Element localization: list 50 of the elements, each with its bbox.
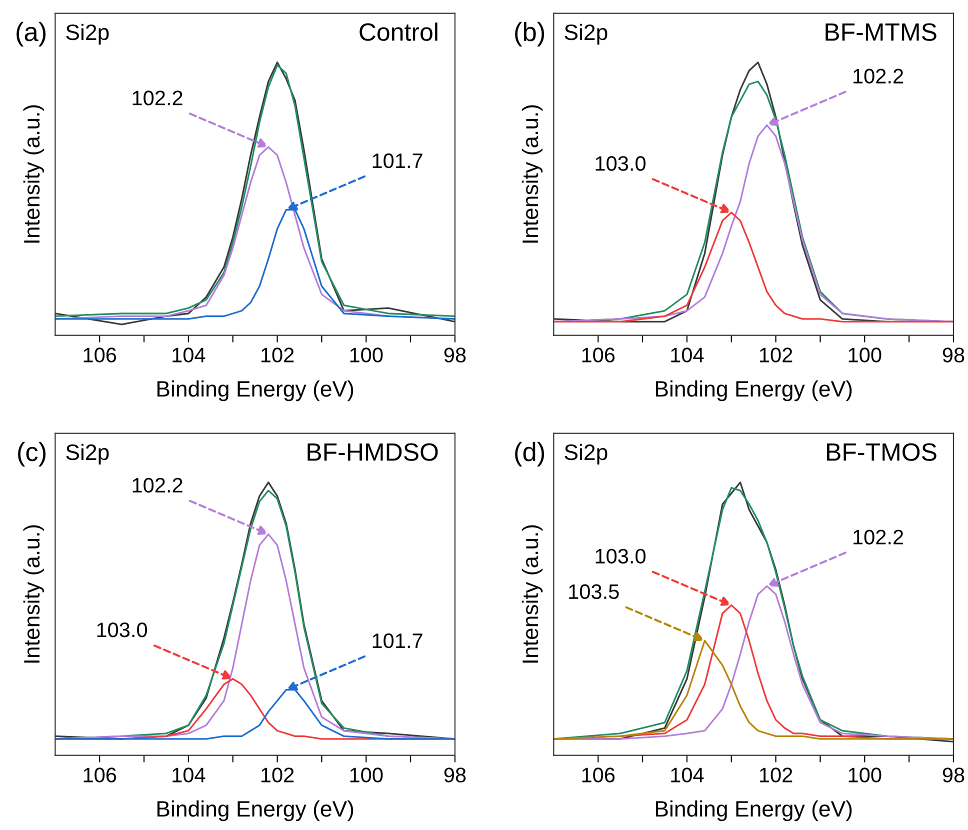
x-tick-label: 98 [942,768,964,782]
x-tick-label: 100 [350,768,383,782]
x-tick-label: 100 [848,348,882,362]
y-axis-title: Intensity (a.u.) [522,105,543,243]
annotation: 103.0 [596,548,646,564]
x-axis-title: Binding Energy (eV) [157,800,354,822]
annotation: 102.2 [854,68,904,84]
x-tick-label: 102 [261,768,294,782]
x-tick-label: 98 [444,348,466,362]
annotation: 102.2 [854,530,904,544]
chart-title: BF-TMOS [827,443,936,461]
text: Si2p [564,444,608,465]
x-tick-label: 104 [671,768,704,782]
text: (a) [16,22,46,46]
x-tick-label: 98 [444,768,466,782]
x-axis-title: Binding Energy (eV) [157,380,354,402]
x-tick-label: 102 [760,348,792,362]
text: (d) [515,442,544,466]
x-tick-label: 98 [942,348,964,362]
y-axis-title: Intensity (a.u.) [522,525,543,663]
chart-title: BF-HMDSO [308,443,438,461]
x-tick-label: 106 [582,768,615,782]
text: (b) [515,22,544,46]
x-tick-label: 104 [172,768,206,782]
x-tick-label: 106 [582,348,615,362]
x-axis-title: Binding Energy (eV) [656,380,852,402]
x-axis-title: Binding Energy (eV) [656,800,852,822]
text: Si2p [66,444,109,465]
chart-title: Control [360,22,438,41]
annotation: 102.2 [132,478,182,493]
x-tick-label: 100 [848,768,882,782]
x-tick-label: 102 [261,348,294,362]
annotation: 103.0 [97,622,147,638]
text: (c) [18,442,46,466]
annotation: 102.2 [132,90,182,106]
y-axis-title: Intensity (a.u.) [23,525,44,663]
text: Si2p [564,24,608,45]
annotation: 103.5 [569,584,619,600]
x-tick-label: 102 [760,768,792,782]
annotation: 101.7 [372,633,422,648]
x-tick-label: 100 [350,348,383,362]
text: Si2p [66,24,109,45]
chart-title: BF-MTMS [826,23,936,41]
x-tick-label: 104 [172,348,206,362]
x-tick-label: 104 [671,348,704,362]
annotation: 103.0 [596,156,646,171]
x-tick-label: 106 [84,768,116,782]
annotation: 101.7 [372,153,422,168]
x-tick-label: 106 [84,348,116,362]
y-axis-title: Intensity (a.u.) [23,105,44,243]
